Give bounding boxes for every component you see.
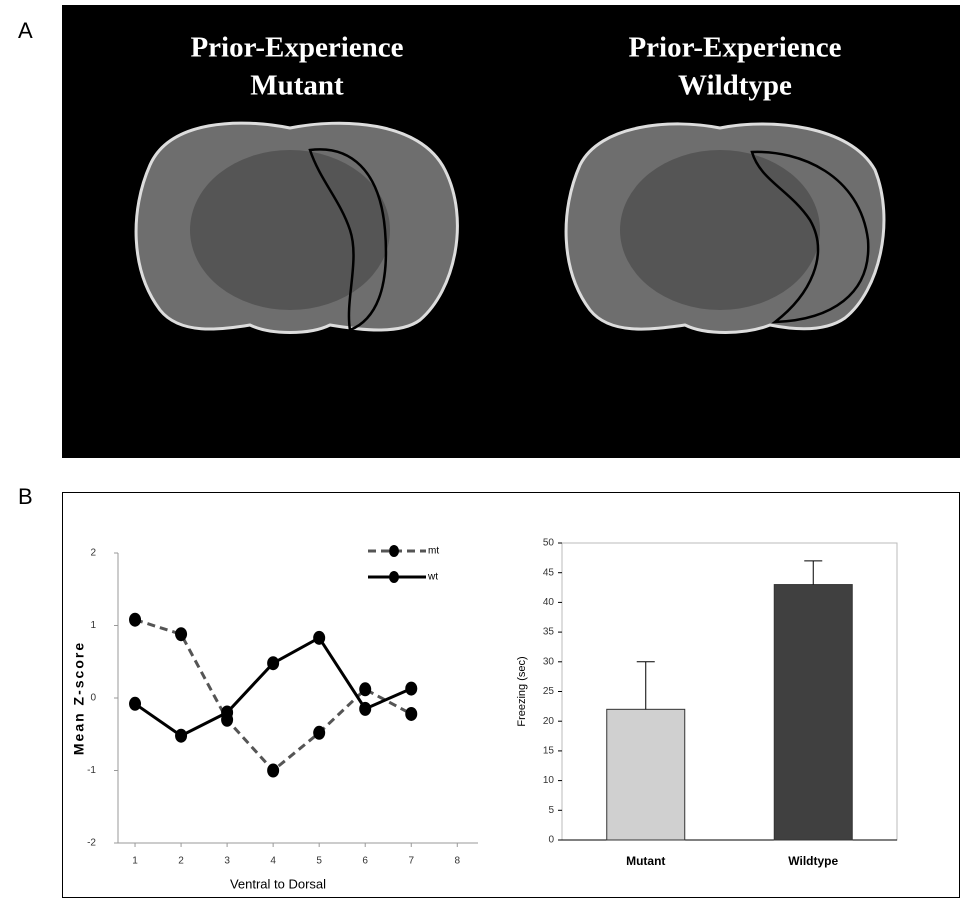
brain-left [136,123,457,332]
y-tick-label: 10 [543,775,555,786]
point [267,764,279,778]
point [129,697,141,711]
legend-label: mt [428,546,439,557]
y-tick-label: 2 [90,548,96,559]
image-title: Prior-Experience [190,32,403,64]
y-tick-label: 0 [90,693,96,704]
panel-label: A [18,18,33,43]
y-tick-label: 5 [548,805,554,816]
x-tick-label: 4 [270,856,276,867]
y-tick-label: 15 [543,746,555,757]
y-axis-label: Mean Z-score [71,641,87,755]
point [313,726,325,740]
y-tick-label: 1 [90,620,96,631]
x-tick-label: 1 [132,856,138,867]
series-line [135,620,411,771]
point [175,627,187,641]
y-tick-label: 35 [543,627,555,638]
image-title: Wildtype [678,70,792,102]
y-tick-label: 40 [543,597,555,608]
y-tick-label: 25 [543,686,555,697]
y-tick-label: -1 [87,765,96,776]
y-tick-label: -2 [87,838,96,849]
x-tick-label: Wildtype [788,854,838,868]
y-axis-label: Freezing (sec) [516,656,528,726]
figure: A Prior-Experience Mutant Prior-Experien… [0,0,960,898]
point [405,682,417,696]
y-tick-label: 50 [543,538,555,549]
y-tick-label: 45 [543,567,555,578]
y-tick-label: 0 [548,835,554,846]
legend-marker [389,545,399,557]
point [313,631,325,645]
image-title: Prior-Experience [628,32,841,64]
x-axis-label: Ventral to Dorsal [230,876,326,891]
x-tick-label: 3 [224,856,230,867]
panel-label: B [18,484,33,509]
x-tick-label: 6 [362,856,368,867]
point [405,707,417,721]
point [359,682,371,696]
point [267,656,279,670]
y-tick-label: 20 [543,716,555,727]
x-tick-label: 5 [316,856,322,867]
y-tick-label: 30 [543,656,555,667]
x-tick-label: 8 [455,856,461,867]
error-bar [637,662,655,710]
point [175,729,187,743]
point [359,702,371,716]
x-tick-label: 7 [408,856,414,867]
point [221,706,233,720]
error-bar [804,561,822,585]
x-tick-label: Mutant [626,854,665,868]
x-tick-label: 2 [178,856,184,867]
bar [607,709,685,840]
bar [774,585,852,840]
point [129,613,141,627]
image-title: Mutant [250,70,344,102]
brain-right [566,124,884,333]
legend-label: wt [427,572,438,583]
legend-marker [389,571,399,583]
